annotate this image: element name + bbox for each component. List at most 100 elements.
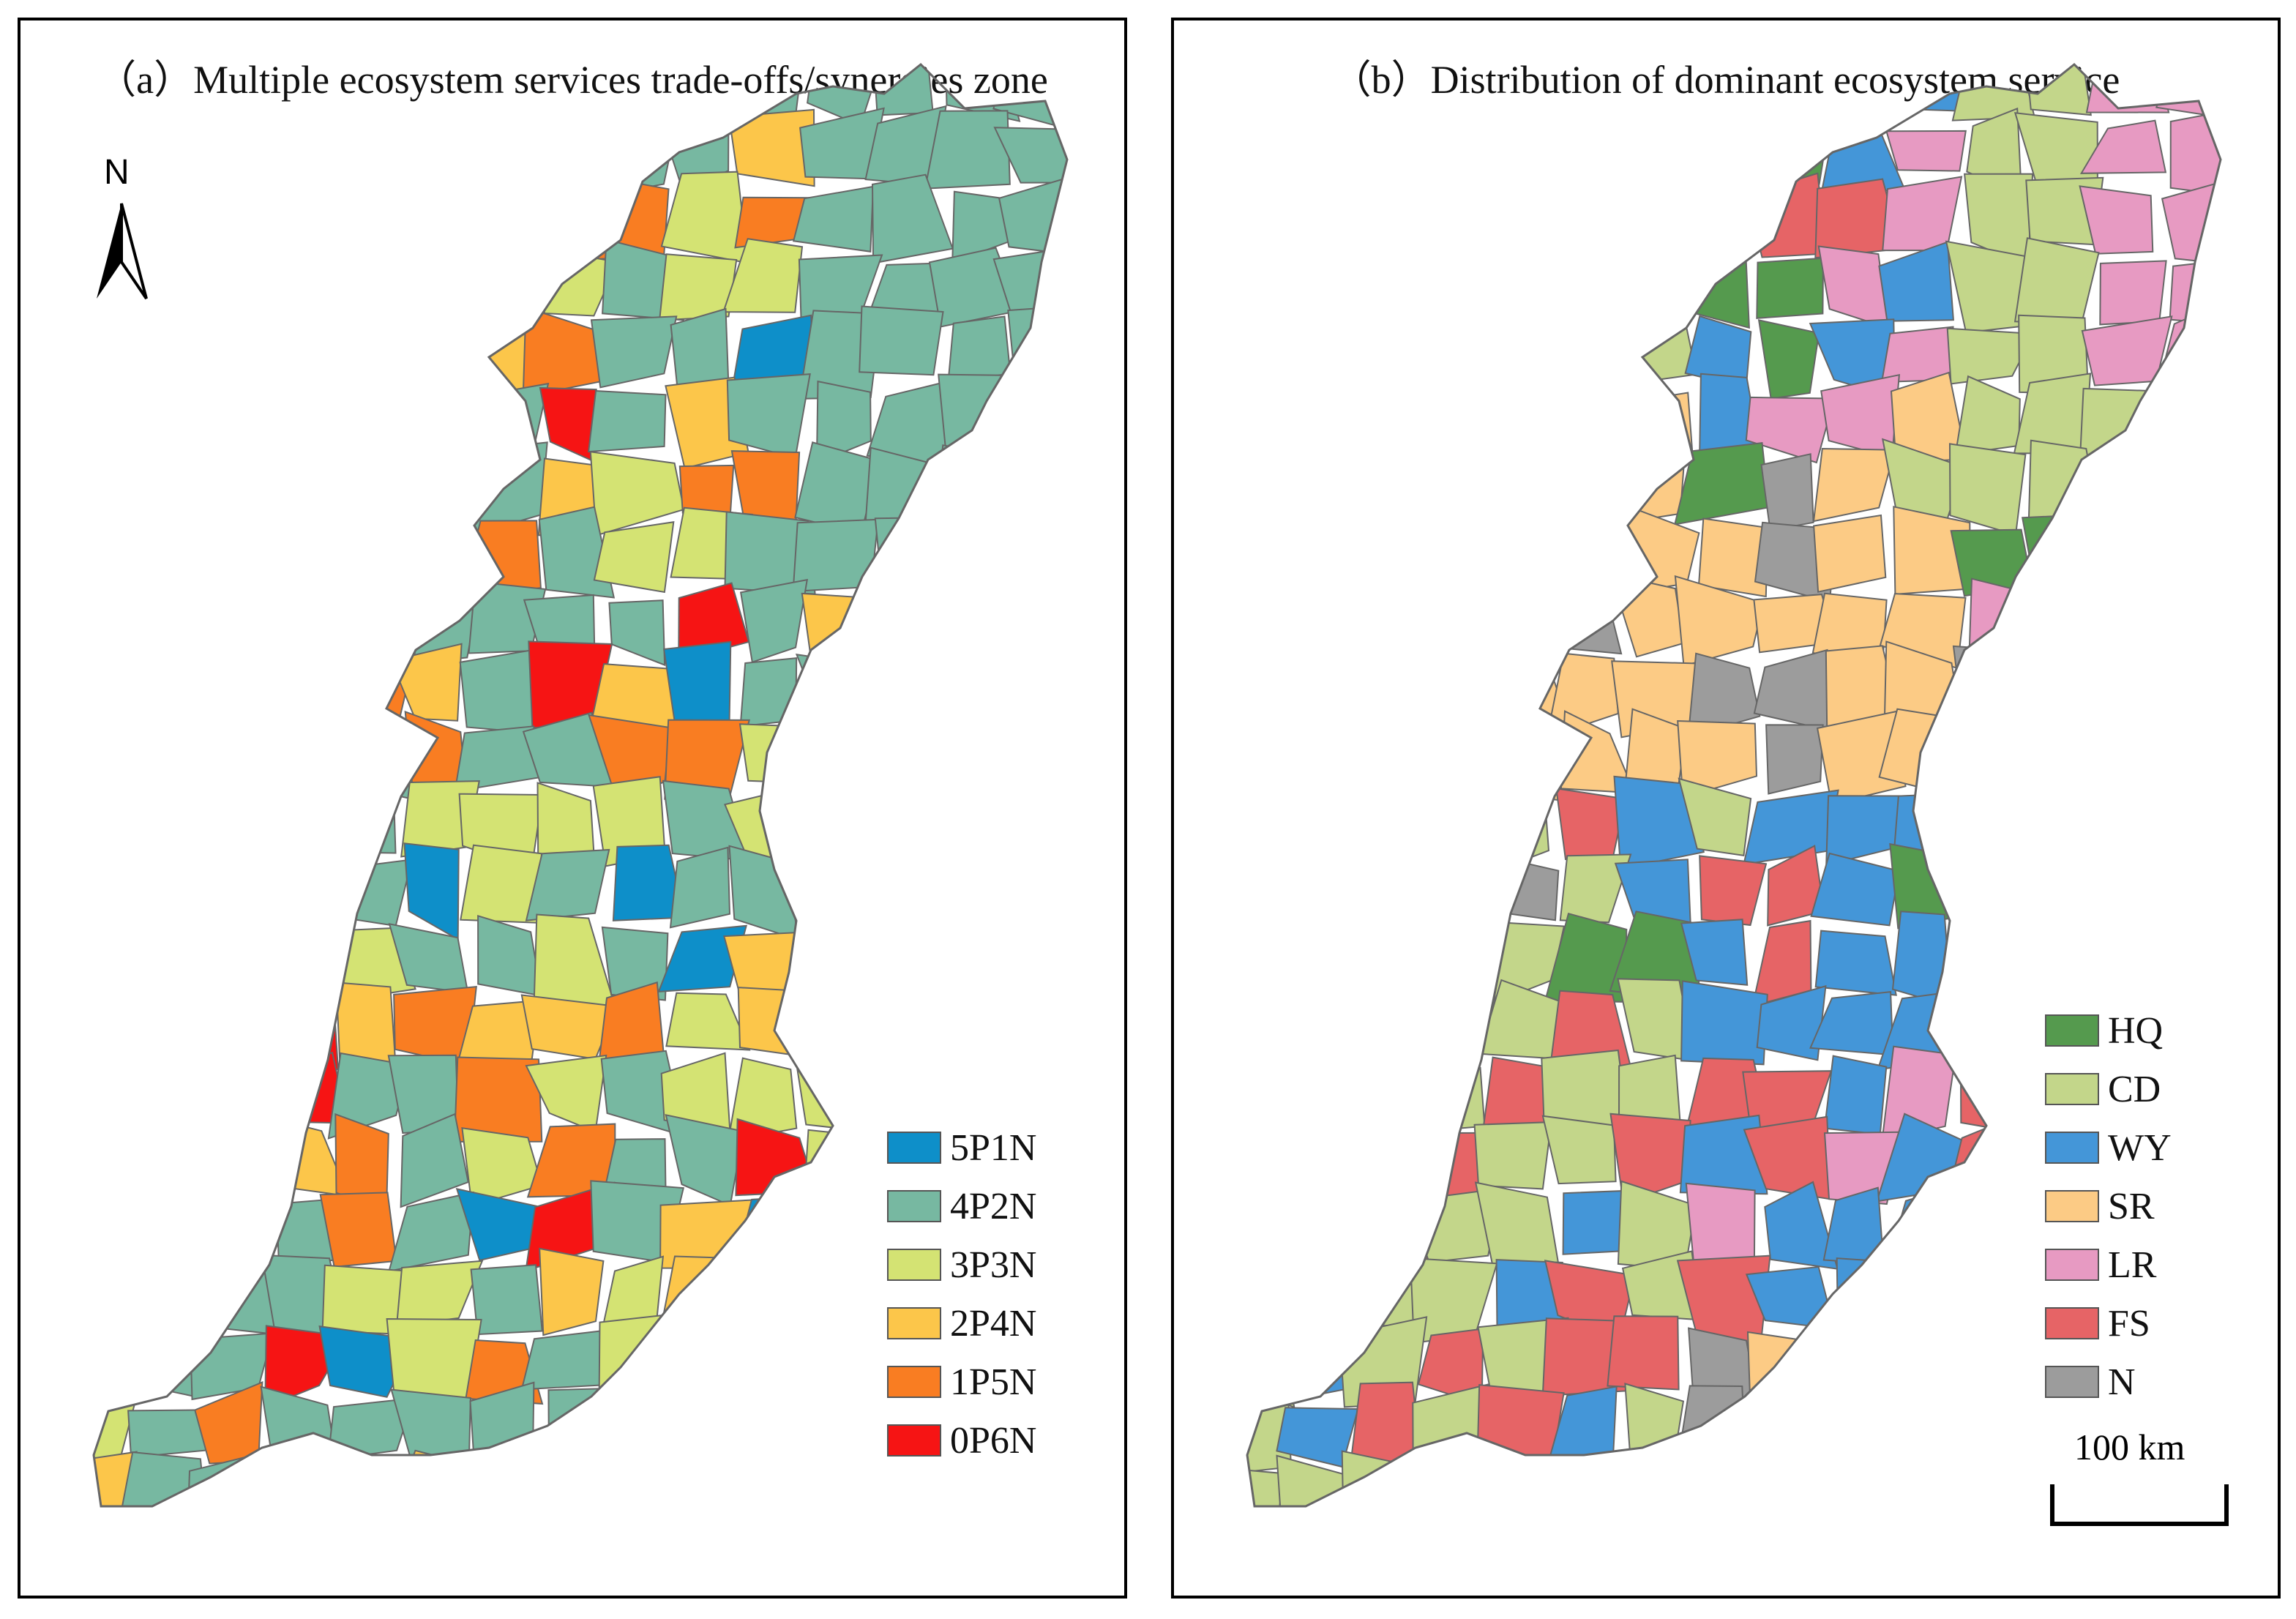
county-region — [1271, 442, 1368, 523]
county-region — [797, 979, 873, 1072]
county-region — [870, 912, 936, 1003]
north-arrow-icon — [97, 203, 148, 300]
service-legend-item: N — [2045, 1353, 2172, 1411]
county-region — [1881, 1045, 1957, 1142]
county-region — [2078, 511, 2161, 599]
county-region — [2226, 1063, 2278, 1134]
county-region — [936, 521, 1012, 594]
county-region — [94, 105, 147, 198]
county-region — [1065, 1264, 1067, 1340]
county-region — [392, 261, 468, 334]
zone-legend-label: 2P4N — [950, 1302, 1037, 1345]
county-region — [665, 64, 741, 129]
service-legend-label: HQ — [2108, 1009, 2164, 1052]
county-region — [1541, 1462, 1623, 1506]
county-region — [94, 187, 146, 252]
county-region — [1959, 1050, 2018, 1134]
county-region — [739, 657, 798, 728]
county-region — [866, 996, 955, 1066]
county-region — [255, 990, 340, 1071]
county-region — [94, 452, 127, 518]
county-region — [728, 108, 815, 187]
county-region — [1405, 992, 1499, 1051]
county-region — [1680, 980, 1768, 1066]
county-region — [1680, 1451, 1759, 1506]
county-region — [251, 375, 343, 444]
county-region — [1063, 1315, 1067, 1384]
county-region — [1295, 510, 1364, 582]
county-region — [1945, 1116, 2035, 1205]
county-region — [724, 1520, 817, 1596]
county-region — [2013, 237, 2100, 325]
zone-legend-item: 4P2N — [887, 1177, 1036, 1235]
county-region — [1548, 236, 1611, 326]
county-region — [1480, 719, 1563, 801]
county-region — [2213, 576, 2221, 659]
county-region — [1695, 105, 1765, 192]
county-region — [472, 108, 543, 185]
panel-a: （a）Multiple ecosystem services trade-off… — [18, 18, 1127, 1599]
county-region — [992, 246, 1067, 332]
county-region — [992, 987, 1067, 1073]
county-region — [387, 1191, 474, 1273]
county-region — [1003, 653, 1067, 728]
county-region — [1082, 1052, 1124, 1126]
county-region — [1559, 450, 1628, 535]
county-region — [1557, 305, 1637, 395]
county-region — [1481, 575, 1559, 660]
county-region — [1417, 64, 1486, 130]
county-region — [803, 1129, 873, 1200]
county-region — [1077, 239, 1124, 334]
county-region — [1958, 1339, 2030, 1392]
county-region — [927, 981, 1022, 1063]
county-region — [1492, 516, 1561, 593]
county-region — [1951, 64, 2035, 121]
county-region — [2226, 1194, 2278, 1265]
county-region — [1247, 304, 1288, 393]
county-region — [1548, 377, 1632, 465]
county-region — [94, 774, 147, 872]
county-region — [193, 651, 278, 739]
county-region — [1607, 1315, 1680, 1391]
county-region — [136, 1197, 208, 1265]
county-region — [2150, 640, 2221, 716]
county-region — [389, 174, 468, 251]
service-legend-swatch — [2045, 1190, 2099, 1222]
county-region — [526, 174, 600, 250]
county-region — [1678, 1385, 1746, 1457]
county-region — [324, 374, 400, 468]
county-region — [867, 849, 946, 930]
county-region — [1272, 712, 1355, 793]
county-region — [1544, 180, 1635, 266]
county-region — [2085, 64, 2170, 113]
county-region — [1001, 1525, 1085, 1596]
county-region — [94, 246, 127, 328]
county-region — [1073, 911, 1124, 1003]
county-region — [1274, 64, 1357, 126]
county-region — [587, 389, 667, 453]
county-region — [403, 64, 471, 124]
county-region — [547, 1387, 613, 1468]
county-region — [119, 449, 206, 531]
county-region — [1817, 245, 1890, 329]
county-region — [1247, 921, 1285, 991]
county-region — [187, 176, 281, 267]
county-region — [1294, 848, 1354, 941]
county-region — [94, 64, 129, 110]
county-region — [1489, 372, 1569, 463]
county-region — [1743, 789, 1839, 866]
county-region — [2027, 584, 2108, 667]
county-region — [523, 1459, 602, 1506]
scale-bar: 100 km — [2030, 1426, 2250, 1536]
county-region — [1622, 392, 1694, 465]
county-region — [2029, 921, 2106, 1001]
county-region — [1745, 396, 1836, 464]
county-region — [2079, 119, 2167, 174]
county-region — [1549, 102, 1634, 197]
county-region — [603, 1392, 682, 1475]
county-region — [136, 661, 213, 738]
county-region — [470, 1264, 543, 1336]
county-region — [1247, 856, 1294, 921]
county-region — [389, 526, 468, 601]
county-region — [1416, 515, 1492, 599]
